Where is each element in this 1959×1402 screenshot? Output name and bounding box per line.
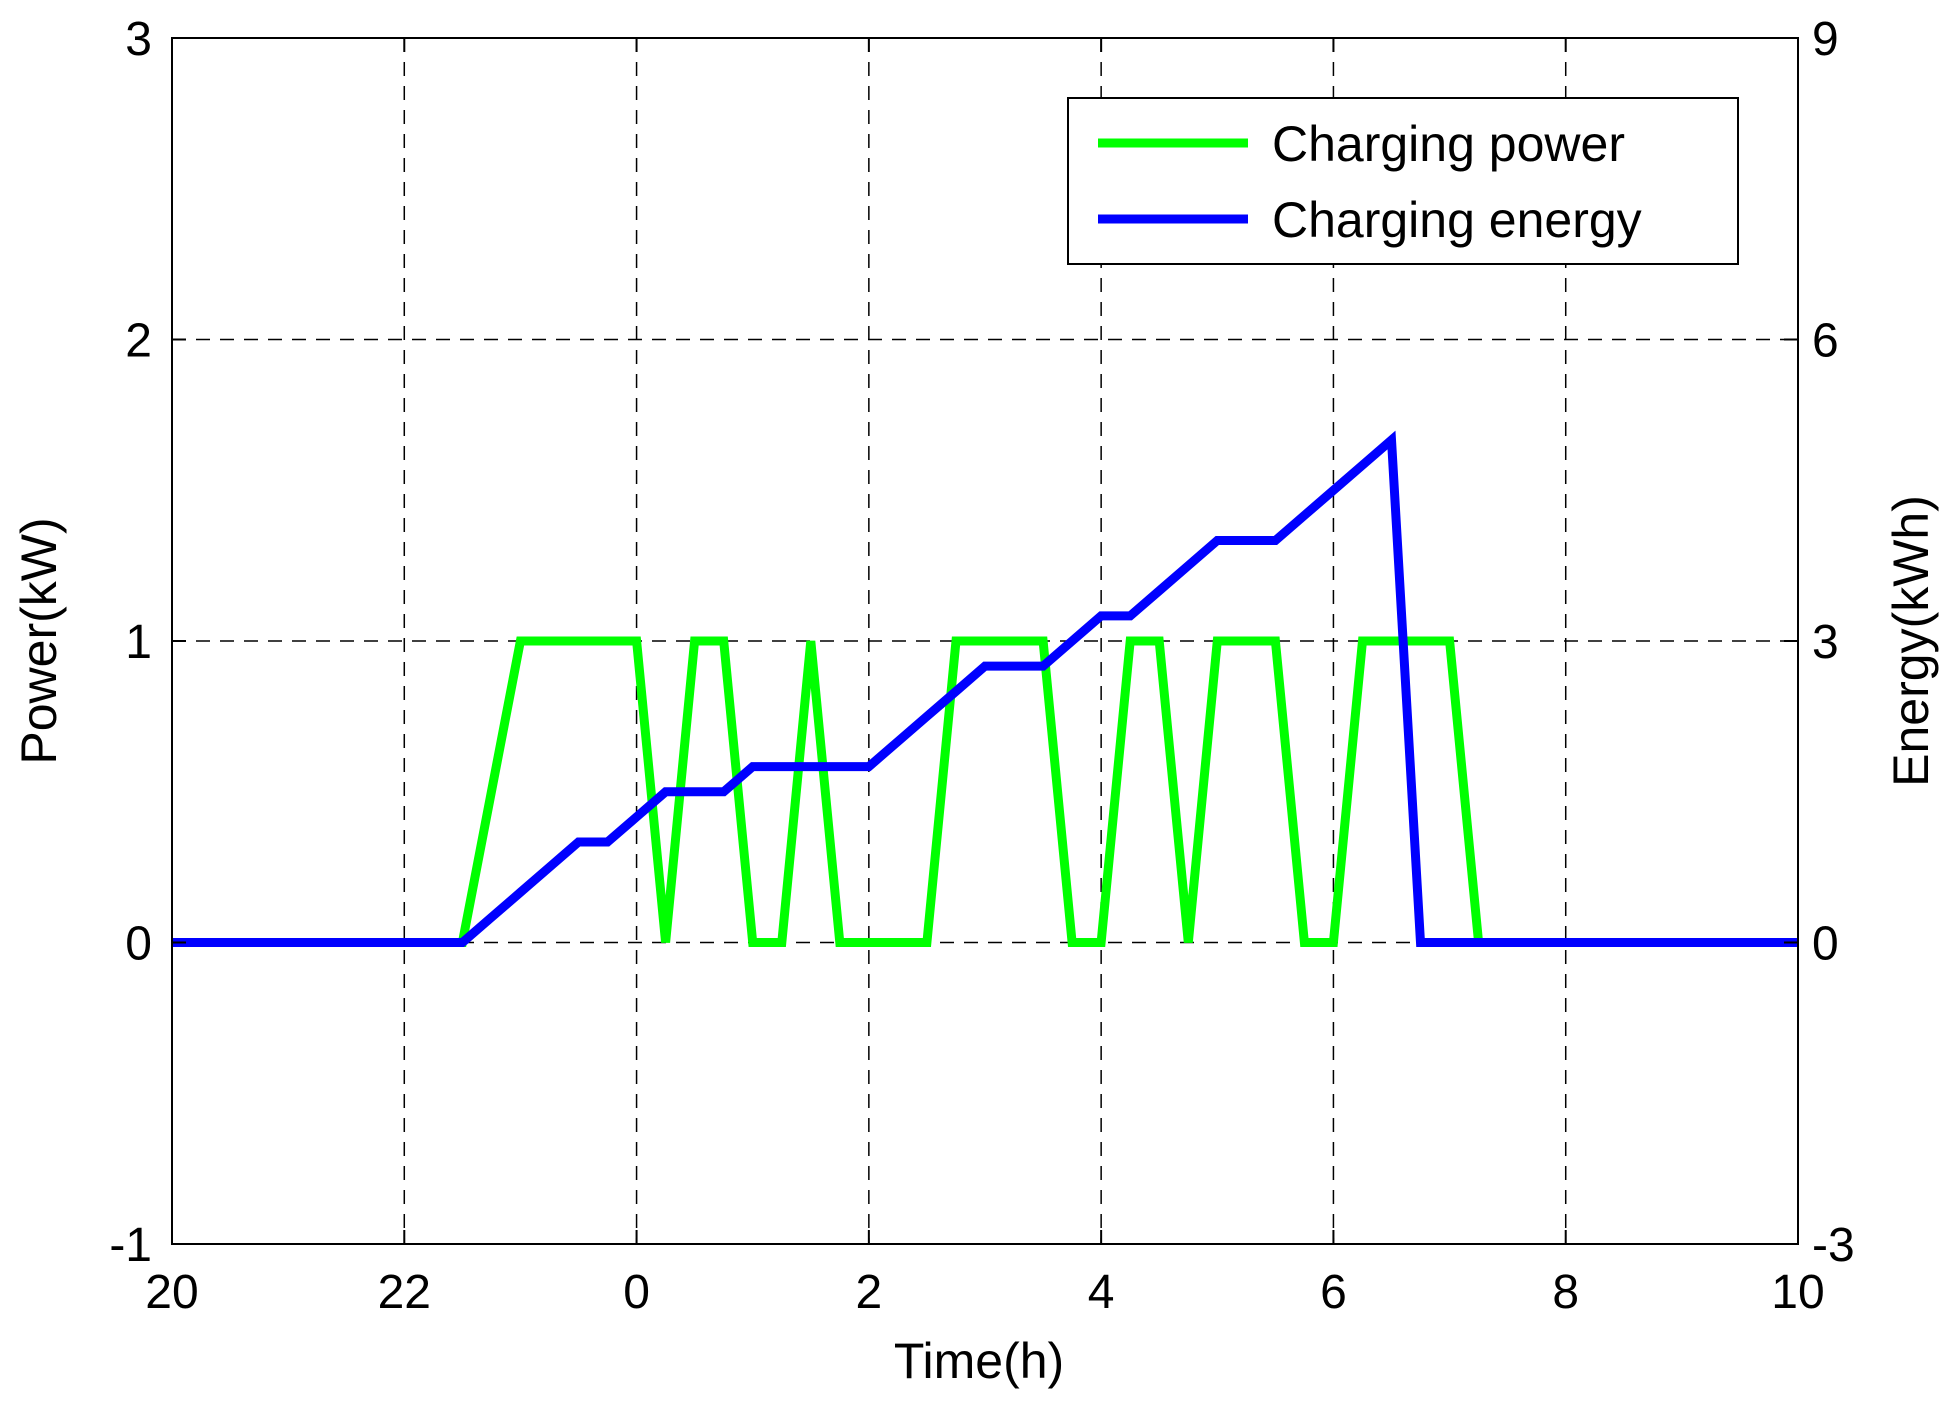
tick-labels: 20 22 0 2 4 6 8 10 -1 0 1 2 3 -3 0 3 6 9 (109, 13, 1854, 1319)
x-tick-label: 4 (1088, 1266, 1115, 1319)
y-axis-right-label: Energy(kWh) (1883, 495, 1939, 787)
legend: Charging power Charging energy (1067, 97, 1739, 265)
series-line-charging-energy (172, 430, 1798, 947)
y-axis-left-label: Power(kW) (11, 517, 67, 764)
series-layer (172, 430, 1798, 947)
x-axis-label: Time(h) (894, 1333, 1064, 1389)
x-tick-label: 6 (1320, 1266, 1347, 1319)
y-right-tick-label: 3 (1812, 616, 1839, 669)
y-right-tick-label: -3 (1812, 1219, 1855, 1272)
y-left-tick-label: -1 (109, 1219, 152, 1272)
x-tick-label: 8 (1552, 1266, 1579, 1319)
y-left-tick-label: 2 (125, 315, 152, 368)
x-tick-label: 22 (378, 1266, 431, 1319)
x-tick-label: 0 (623, 1266, 650, 1319)
y-right-tick-label: 6 (1812, 315, 1839, 368)
legend-label-charging-power: Charging power (1272, 116, 1625, 172)
y-left-tick-label: 1 (125, 616, 152, 669)
tick-marks (171, 37, 1799, 1245)
x-tick-label: 20 (145, 1266, 198, 1319)
legend-box (1067, 97, 1739, 265)
y-left-tick-label: 0 (125, 918, 152, 971)
legend-label-charging-energy: Charging energy (1272, 192, 1642, 248)
series-line-charging-power (172, 636, 1798, 947)
y-right-tick-label: 9 (1812, 13, 1839, 66)
y-left-tick-label: 3 (125, 13, 152, 66)
x-tick-label: 10 (1771, 1266, 1824, 1319)
y-right-tick-label: 0 (1812, 918, 1839, 971)
x-tick-label: 2 (856, 1266, 883, 1319)
